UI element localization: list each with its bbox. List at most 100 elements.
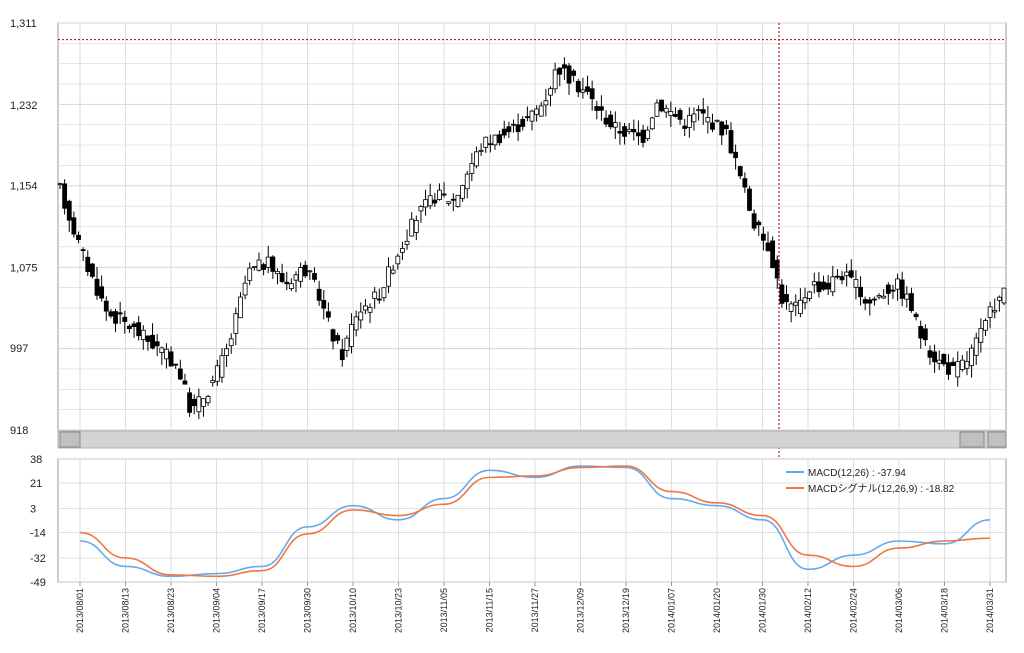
candle-body (626, 128, 632, 132)
candle (677, 107, 683, 125)
candle-body (238, 296, 243, 319)
candle (728, 122, 734, 155)
candle (372, 287, 378, 309)
candle (835, 269, 840, 280)
candle-body (386, 266, 391, 287)
candle-body (349, 324, 354, 347)
candle (714, 119, 720, 123)
candle (316, 280, 322, 306)
candle-body (793, 301, 799, 306)
candle-body (404, 240, 410, 245)
candle (626, 122, 632, 135)
candle-body (617, 130, 623, 134)
candle-body (437, 189, 442, 200)
candle (251, 266, 257, 271)
candle-body (446, 201, 452, 204)
candle (418, 205, 424, 223)
candle (844, 263, 850, 287)
candle (557, 67, 563, 87)
candle-body (413, 219, 419, 233)
candle-body (881, 295, 887, 299)
candle (117, 301, 123, 325)
candle-body (770, 240, 776, 269)
candle-body (645, 129, 651, 140)
candle (423, 189, 428, 216)
scroll-right-button[interactable] (987, 431, 1007, 448)
macd-tick-label: -14 (30, 528, 46, 540)
candle (154, 334, 160, 356)
candle-body (969, 347, 975, 366)
scroll-left-button[interactable] (59, 431, 81, 448)
x-tick-label: 2013/08/13 (121, 588, 131, 633)
candle (862, 296, 868, 311)
candle-body (659, 99, 664, 112)
candle-body (460, 185, 465, 199)
candle-body (177, 368, 183, 380)
candle (233, 307, 239, 346)
candle (450, 193, 456, 212)
candle-body (603, 117, 609, 125)
candle (113, 308, 118, 333)
candle-body (497, 134, 503, 144)
scrollbar-thumb[interactable] (959, 431, 985, 448)
candle-body (760, 233, 766, 241)
candle-body (168, 351, 174, 367)
candle (909, 287, 914, 313)
candle (164, 343, 169, 369)
candle-body (534, 108, 540, 115)
horizontal-scrollbar[interactable] (57, 430, 1007, 449)
x-tick-label: 2014/01/07 (667, 588, 677, 633)
candle (585, 75, 590, 95)
candle-body (853, 279, 859, 288)
candle (645, 126, 651, 142)
candle-body (191, 398, 197, 407)
candle-body (400, 248, 405, 253)
candle-body (844, 271, 850, 276)
candle-body (256, 259, 262, 271)
candle-body (173, 363, 179, 366)
candle (247, 262, 253, 286)
candle-body (182, 380, 188, 385)
candle-body (932, 351, 937, 363)
candle (816, 271, 822, 298)
candle (483, 136, 489, 153)
candle (534, 105, 540, 122)
candle-body (816, 281, 822, 293)
candle (131, 321, 137, 338)
x-tick-label: 2013/11/05 (439, 588, 449, 632)
candle-body (848, 270, 854, 278)
candle-body (418, 206, 424, 212)
candle (62, 179, 68, 215)
candle-body (802, 297, 808, 304)
candle (446, 201, 452, 206)
x-tick-label: 2013/08/01 (75, 588, 85, 633)
candle-body (589, 88, 595, 100)
candle-body (390, 269, 396, 274)
x-tick-label: 2013/11/15 (485, 588, 495, 632)
candle-body (469, 163, 475, 174)
candle-body (696, 109, 701, 112)
candle-body (312, 273, 317, 280)
candle-body (895, 278, 900, 290)
candle-body (862, 299, 868, 304)
candle (321, 289, 327, 320)
candle (57, 182, 63, 189)
x-tick-label: 2013/08/23 (166, 588, 176, 633)
candle (682, 118, 688, 137)
candle (205, 394, 211, 406)
candle (955, 351, 961, 387)
candle (460, 184, 465, 202)
candle-body (483, 136, 489, 148)
candle-body (927, 350, 933, 358)
candle (946, 354, 951, 380)
signal-line (79, 465, 991, 578)
candle-body (668, 111, 674, 117)
candle (80, 247, 86, 261)
candle-body (779, 284, 785, 304)
candle-body (492, 134, 498, 146)
candle (719, 121, 725, 145)
candle (386, 257, 391, 294)
candle-body (478, 149, 484, 152)
candle-body (654, 102, 660, 117)
candle-body (571, 70, 577, 76)
